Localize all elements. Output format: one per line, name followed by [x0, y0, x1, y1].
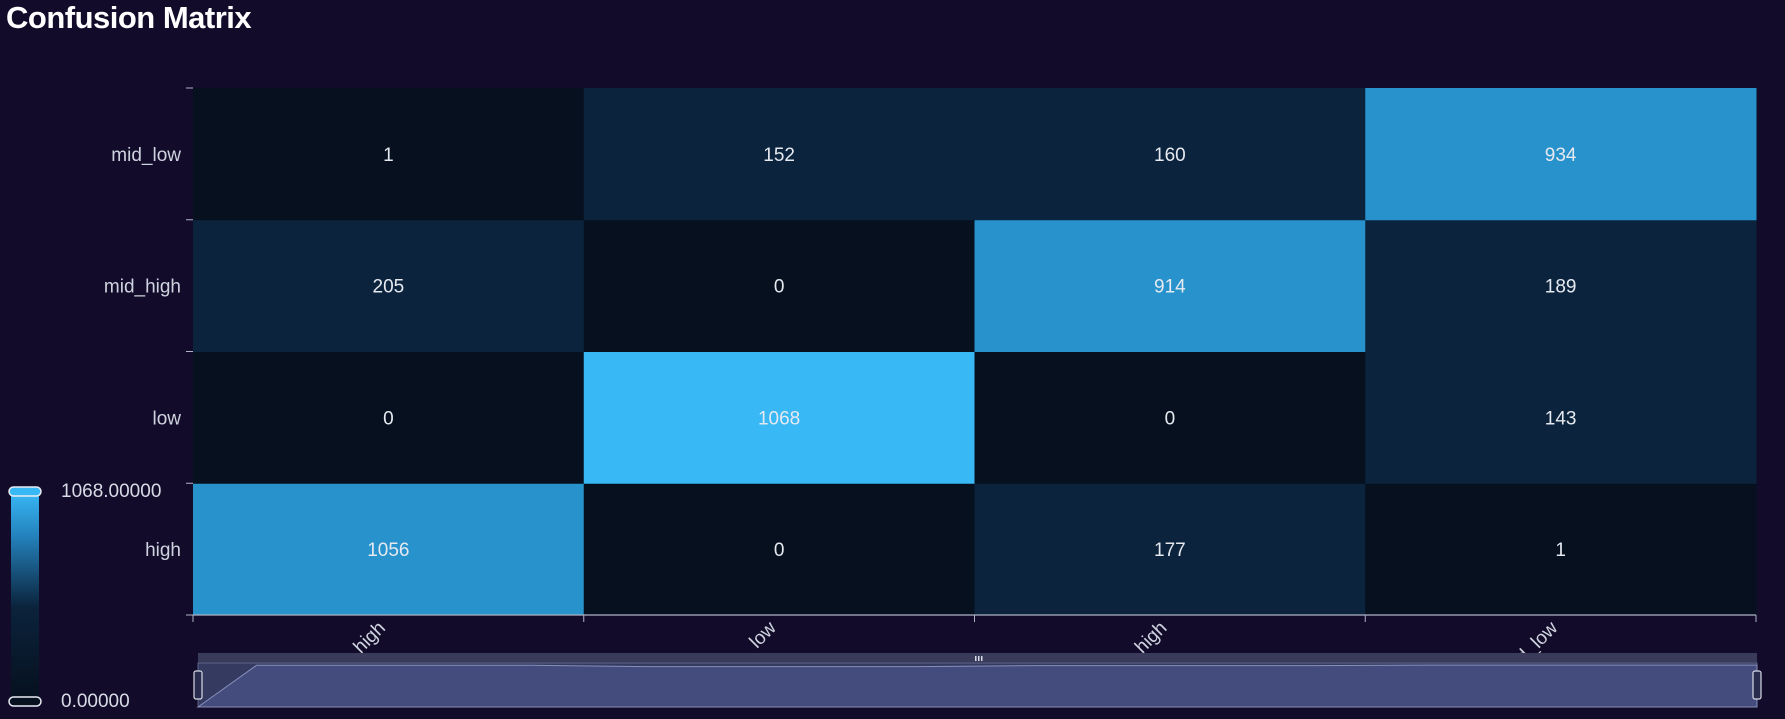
heatmap-cell[interactable] — [193, 219, 585, 352]
cell-value-label: 1068 — [758, 408, 800, 429]
heatmap-cell[interactable] — [193, 88, 585, 221]
heatmap-cell[interactable] — [974, 219, 1366, 352]
chart-title: Confusion Matrix — [6, 0, 252, 35]
cell-value-label: 1056 — [367, 540, 409, 561]
cell-value-label: 914 — [1154, 277, 1186, 298]
x-axis-label: high — [350, 618, 390, 658]
heatmap-cell[interactable] — [193, 351, 585, 484]
cell-value-label: 0 — [774, 540, 785, 561]
data-zoom-grip-icon — [975, 656, 977, 661]
cell-value-label: 189 — [1545, 277, 1577, 298]
heatmap-cell[interactable] — [1365, 483, 1757, 616]
heatmap-cells: 1056 0 177 1 0 1068 0 143 205 0 914 189 1 152 160 934 — [193, 88, 1757, 616]
visual-map-max-label: 1068.00000 — [61, 481, 161, 502]
data-zoom-grip-icon — [981, 656, 983, 661]
data-zoom-selected-range[interactable] — [198, 663, 1757, 707]
heatmap-cell[interactable] — [583, 483, 975, 616]
visual-map-legend: 1068.00000 0.00000 — [8, 481, 161, 712]
heatmap-cell[interactable] — [193, 483, 585, 616]
y-axis-label: mid_high — [104, 277, 181, 298]
cell-value-label: 143 — [1545, 408, 1577, 429]
heatmap-cell[interactable] — [974, 483, 1366, 616]
cell-value-label: 160 — [1154, 145, 1186, 166]
data-zoom-grip-icon — [978, 656, 980, 661]
data-zoom-end-handle[interactable] — [1752, 670, 1762, 700]
cell-value-label: 0 — [383, 408, 394, 429]
heatmap-cell[interactable] — [974, 351, 1366, 484]
heatmap-cell[interactable] — [1365, 219, 1757, 352]
cell-value-label: 152 — [763, 145, 795, 166]
visual-map-min-label: 0.00000 — [61, 691, 130, 712]
heatmap-cell[interactable] — [583, 219, 975, 352]
cell-value-label: 1 — [1555, 540, 1566, 561]
y-axis-label: low — [152, 408, 181, 429]
cell-value-label: 0 — [1165, 408, 1176, 429]
x-axis-label: low — [746, 617, 781, 652]
cell-value-label: 205 — [373, 277, 405, 298]
visual-map-max-handle[interactable] — [8, 486, 42, 497]
data-zoom-start-handle[interactable] — [193, 670, 203, 700]
heatmap-cell[interactable] — [974, 88, 1366, 221]
y-axis-label: high — [145, 540, 181, 561]
heatmap-cell[interactable] — [1365, 88, 1757, 221]
data-zoom-move-bar[interactable] — [198, 653, 1757, 663]
visual-map-bar — [11, 492, 39, 701]
cell-value-label: 177 — [1154, 540, 1186, 561]
visual-map-min-handle[interactable] — [8, 696, 42, 707]
heatmap-cell[interactable] — [583, 351, 975, 484]
y-axis-label: mid_low — [111, 145, 181, 166]
cell-value-label: 1 — [383, 145, 394, 166]
heatmap-cell[interactable] — [1365, 351, 1757, 484]
cell-value-label: 0 — [774, 277, 785, 298]
cell-value-label: 934 — [1545, 145, 1577, 166]
data-zoom-slider — [193, 653, 1762, 708]
heatmap-cell[interactable] — [583, 88, 975, 221]
